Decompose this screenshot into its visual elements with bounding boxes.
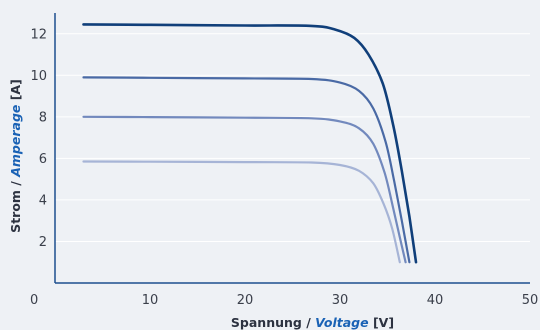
series-lines bbox=[82, 23, 418, 264]
x-tick-label-20: 20 bbox=[237, 293, 254, 308]
series-line-2 bbox=[82, 76, 411, 264]
x-tick-label-40: 40 bbox=[427, 293, 444, 308]
gridlines bbox=[55, 33, 530, 242]
axes bbox=[54, 13, 530, 284]
x-tick-label-50: 50 bbox=[522, 293, 539, 308]
x-axis-title: Spannung / Voltage [V] bbox=[231, 315, 394, 330]
y-tick-label-10: 10 bbox=[30, 69, 47, 84]
x-tick-label-10: 10 bbox=[142, 293, 159, 308]
series-line-4 bbox=[82, 160, 401, 264]
x-tick-label-0: 0 bbox=[30, 293, 38, 308]
y-tick-label-2: 2 bbox=[39, 235, 47, 250]
y-tick-label-6: 6 bbox=[39, 152, 47, 167]
y-axis-title: Strom / Amperage [A] bbox=[8, 79, 23, 233]
y-tick-label-12: 12 bbox=[30, 27, 47, 42]
tick-labels: 2 4 6 8 10 12 0 10 20 30 40 50 bbox=[30, 27, 538, 308]
x-tick-label-30: 30 bbox=[332, 293, 349, 308]
y-tick-label-8: 8 bbox=[39, 110, 47, 125]
series-line-3 bbox=[82, 115, 407, 264]
y-tick-label-4: 4 bbox=[39, 193, 47, 208]
series-line-1 bbox=[82, 23, 418, 264]
